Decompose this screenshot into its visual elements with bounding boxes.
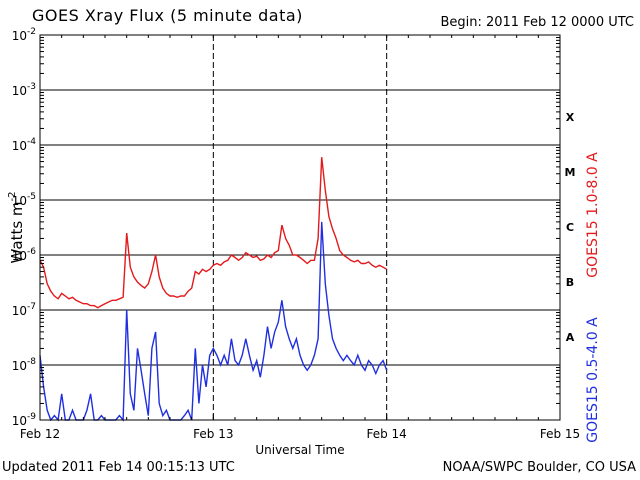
plot-frame (39, 34, 561, 421)
y-tick-label: 10-4 (12, 137, 37, 153)
flare-class-label: X (566, 111, 575, 124)
y-tick-label: 10-7 (12, 302, 36, 318)
y-axis-title: Watts m-2 (7, 191, 26, 263)
flare-class-label: A (566, 331, 575, 344)
flare-class-label: B (566, 276, 574, 289)
y-tick-label: 10-2 (12, 27, 36, 43)
y-tick-label: 10-9 (12, 412, 37, 428)
chart-title: GOES Xray Flux (5 minute data) (32, 6, 303, 25)
x-tick-label: Feb 13 (193, 427, 233, 441)
x-tick-label: Feb 14 (366, 427, 406, 441)
flare-class-label: M (565, 166, 576, 179)
begin-time-label: Begin: 2011 Feb 12 0000 UTC (440, 15, 634, 30)
y-tick-label: 10-8 (12, 357, 37, 373)
y-tick-label: 10-5 (12, 192, 36, 208)
grid-layer (40, 35, 560, 420)
series-line-goes15-1-0-8-0-a (39, 157, 388, 309)
x-tick-label: Feb 15 (540, 427, 580, 441)
x-axis-title: Universal Time (255, 443, 344, 457)
y-tick-label: 10-3 (12, 82, 36, 98)
x-tick-label: Feb 12 (20, 427, 60, 441)
legend-entry: GOES15 1.0-8.0 A (585, 152, 601, 278)
y-tick-label: 10-6 (12, 247, 37, 263)
flare-class-label: C (566, 221, 574, 234)
axis-layer (39, 34, 561, 421)
label-layer: 10-9 10-8 10-7 10-6 10-5 10-4 10-3 10-2 Feb 12 Fe… (7, 27, 601, 457)
updated-timestamp: Updated 2011 Feb 14 00:15:13 UTC (2, 460, 235, 475)
credit-label: NOAA/SWPC Boulder, CO USA (442, 460, 636, 475)
legend-entry: GOES15 0.5-4.0 A (585, 317, 601, 443)
